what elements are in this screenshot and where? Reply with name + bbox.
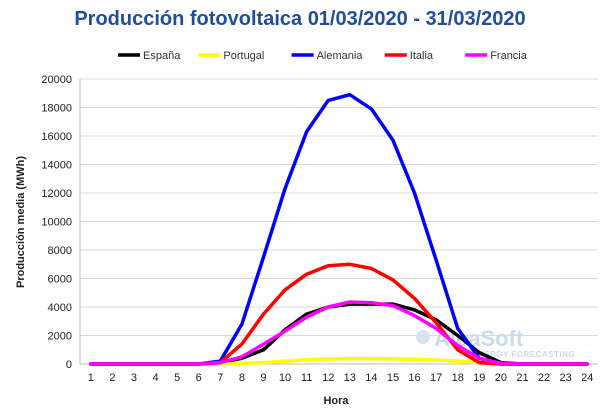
x-tick-label: 1 [88,372,94,384]
x-tick-label: 17 [430,372,442,384]
x-tick-label: 19 [473,372,485,384]
x-tick-label: 23 [560,372,572,384]
x-tick-label: 18 [452,372,464,384]
x-tick-label: 3 [131,372,137,384]
x-axis-label: Hora [323,395,349,407]
y-axis-label: Producción media (MWh) [15,156,27,288]
x-tick-label: 7 [217,372,223,384]
chart-title: Producción fotovoltaica 01/03/2020 - 31/… [74,8,526,30]
series-line [89,300,589,366]
x-tick-label: 20 [495,372,507,384]
x-tick-label: 13 [344,372,356,384]
legend-label: España [143,50,181,62]
legend: España Portugal Alemania Italia Francia [118,50,528,62]
x-tick-label: 6 [196,372,202,384]
x-tick-label: 8 [239,372,245,384]
y-tick-label: 0 [66,359,72,371]
legend-label: Francia [490,50,528,62]
watermark-tagline: ENERGY FORECASTING [472,350,575,359]
axes: 0 2000 4000 6000 8000 10000 12000 14000 16000 180… [41,74,598,384]
series-line [89,92,589,366]
y-tick-label: 8000 [48,245,72,257]
x-tick-label: 4 [152,372,158,384]
x-tick-label: 12 [322,372,334,384]
legend-label: Italia [410,50,434,62]
x-tick-label: 15 [387,372,399,384]
x-tick-label: 16 [408,372,420,384]
gridlines [80,78,598,336]
y-tick-label: 14000 [41,160,72,172]
y-tick-label: 12000 [41,188,72,200]
x-tick-label: 11 [301,372,312,384]
x-tick-label: 2 [109,372,115,384]
y-tick-label: 6000 [48,274,72,286]
y-tick-label: 4000 [48,302,72,314]
watermark-logo-icon [416,330,430,344]
legend-label: Portugal [223,50,264,62]
y-tick-label: 16000 [41,131,72,143]
x-tick-label: 22 [538,372,550,384]
x-tick-label: 9 [260,372,266,384]
x-tick-label: 14 [365,372,377,384]
x-tick-label: 10 [279,372,291,384]
series-lines [89,92,589,366]
x-tick-label: 21 [516,372,528,384]
x-tick-label: 24 [581,372,593,384]
legend-label: Alemania [317,50,364,62]
x-tick-label: 5 [174,372,180,384]
y-tick-label: 2000 [48,331,72,343]
y-tick-label: 18000 [41,103,72,115]
y-tick-label: 10000 [41,217,72,229]
y-tick-label: 20000 [41,74,72,86]
